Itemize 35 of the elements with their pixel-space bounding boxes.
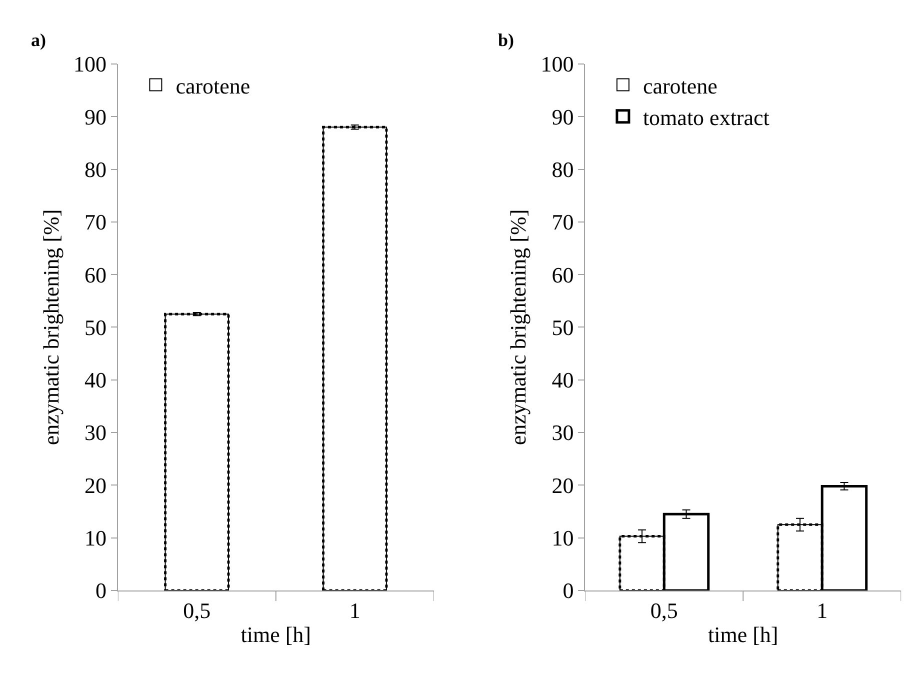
y-axis-title: enzymatic brightening [%] (38, 209, 64, 446)
legend-label: carotene (176, 73, 250, 98)
y-tick-label: 80 (552, 156, 574, 182)
y-tick-label: 20 (84, 472, 106, 498)
y-tick-label: 80 (84, 156, 106, 182)
y-tick-label: 100 (74, 52, 106, 77)
x-axis-title: time [h] (240, 622, 312, 647)
x-tick-label: 1 (349, 598, 360, 623)
legend-label: carotene (642, 73, 718, 98)
y-tick-label: 90 (552, 104, 574, 130)
y-tick-label: 40 (552, 368, 574, 393)
y-tick-label: 0 (562, 578, 574, 604)
y-tick-label: 60 (84, 262, 106, 288)
chart-title: b) (498, 30, 514, 50)
y-tick-label: 20 (552, 472, 574, 498)
x-tick-label: 0,5 (650, 598, 678, 623)
chart-title: a) (31, 30, 46, 50)
y-tick-label: 0 (96, 578, 106, 604)
y-tick-label: 50 (552, 314, 574, 340)
y-tick-label: 10 (552, 526, 574, 551)
y-tick-label: 60 (552, 262, 574, 288)
y-tick-label: 50 (84, 314, 106, 340)
y-tick-label: 70 (84, 210, 106, 235)
x-tick-label: 1 (816, 598, 828, 623)
y-tick-label: 90 (84, 104, 106, 130)
y-tick-label: 10 (84, 526, 106, 551)
y-tick-label: 30 (84, 420, 106, 446)
x-tick-label: 0,5 (183, 598, 211, 623)
legend-label: tomato extract (642, 104, 770, 130)
y-tick-label: 30 (552, 420, 574, 446)
y-axis-title: enzymatic brightening [%] (506, 209, 531, 446)
y-tick-label: 100 (540, 52, 574, 77)
y-tick-label: 70 (552, 210, 574, 235)
x-axis-title: time [h] (708, 622, 778, 647)
y-tick-label: 40 (84, 368, 106, 393)
